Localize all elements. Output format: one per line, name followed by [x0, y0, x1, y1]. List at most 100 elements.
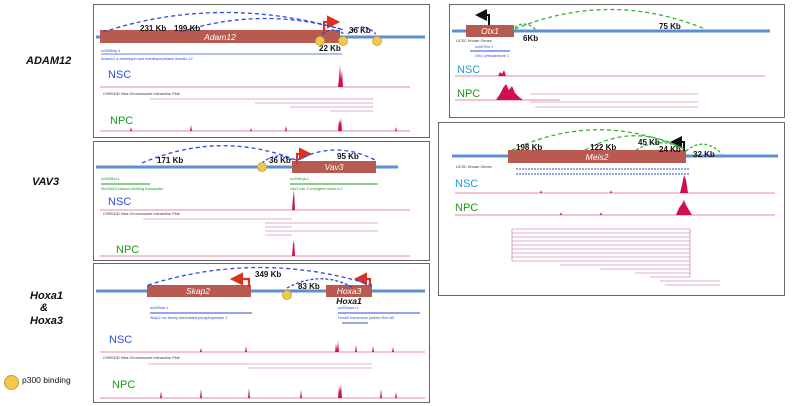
adam12-dist-22: 22 Kb [319, 44, 341, 53]
otx1-npc-label: NPC [457, 88, 480, 100]
vav3-tss-arrow-icon [295, 147, 313, 164]
hoxa-dist-83: 83 Kb [298, 282, 320, 291]
otx1-loop-6 [510, 23, 538, 32]
meis2-tss-arrow-icon [670, 136, 685, 151]
meis2-dist-24: 24 Kb [659, 145, 681, 154]
adam12-gene-label: Adam12 [203, 32, 236, 42]
otx1-panel-content: Otx1 6Kb 75 Kb UCSC Known Genes uc007ihx… [452, 8, 770, 108]
meis2-dist-198: 198 Kb [516, 143, 542, 152]
hoxa3-gene-label: Hoxa3 [337, 286, 362, 296]
label-vav3: VAV3 [32, 176, 60, 188]
otx1-track-header: UCSC Known Genes [456, 39, 492, 43]
label-hoxa3: Hoxa3 [30, 315, 64, 327]
otx1-loop-75 [514, 8, 706, 30]
hoxa-nsc-peaks [200, 341, 394, 352]
adam12-p300-dot-icon [372, 36, 382, 46]
meis2-dist-122: 122 Kb [590, 143, 616, 152]
adam12-npc-peaks [130, 118, 397, 131]
hoxa-panel-content: Skap2 Hoxa3 Hoxa1 349 Kb 83 Kb uc009azl.… [96, 266, 425, 399]
adam12-dist-36: 36 Kb [349, 26, 371, 35]
adam12-npc-label: NPC [110, 115, 133, 127]
adam12-track-id: uc009kbp.1 [101, 49, 121, 53]
adam12-loop-36 [347, 26, 377, 35]
hoxa-track2-id: uc009azm.1 [338, 306, 359, 310]
label-hoxa1: Hoxa1 [30, 290, 64, 302]
adam12-p300-dot-icon [338, 36, 348, 46]
meis2-loop-32 [685, 143, 723, 155]
adam12-dist-231: 231 Kb [140, 24, 166, 33]
meis2-loop-122 [584, 135, 685, 151]
hoxa-npc-peaks [160, 384, 397, 398]
meis2-nsc-peaks [540, 175, 688, 193]
p300-dot-icon [4, 375, 19, 390]
meis2-npc-label: NPC [455, 202, 478, 214]
otx1-dist-6: 6Kb [523, 34, 538, 43]
otx1-track1-desc: Otx1 orthodenticle 1 [475, 54, 509, 58]
meis2-panel-content: Meis2 198 Kb 122 Kb 45 Kb 24 Kb 32 Kb UC… [452, 129, 778, 286]
vav3-loop-95 [296, 149, 376, 161]
otx1-npc-peak [496, 84, 523, 100]
vav3-loop-171 [141, 145, 297, 164]
hoxa-loop-349 [147, 266, 373, 286]
adam12-p300-dot-icon [315, 36, 325, 46]
vav3-track2-desc: Vav3 vav 3 oncogene isoform 1 [290, 187, 343, 191]
meis2-gene-box [508, 150, 686, 163]
hoxa-track1-desc: Skap2 src family associated phosphoprote… [150, 316, 227, 320]
skap2-gene-box [147, 285, 251, 297]
hoxa-pets-title: CHR0430 Intra-Chromosome Interaction Pet… [103, 356, 180, 360]
meis2-track-header: UCSC Known Genes [456, 165, 492, 169]
adam12-gene-box [100, 30, 340, 43]
hoxa-track1-id: uc009azl.1 [150, 306, 168, 310]
otx1-dist-75: 75 Kb [659, 22, 681, 31]
otx1-gene-label: Otx1 [481, 26, 499, 36]
otx1-gene-box [466, 25, 514, 37]
label-adam12: ADAM12 [26, 55, 72, 67]
hoxa-dist-349: 349 Kb [255, 270, 281, 279]
vav3-nsc-peak [292, 190, 295, 210]
label-ampersand: & [40, 302, 48, 314]
hoxa3-gene-box [326, 285, 372, 297]
hoxa-p300-dot-icon [282, 290, 292, 300]
vav3-track1-id: uc009fbd.1 [101, 177, 120, 181]
panel-hoxa [93, 263, 430, 403]
otx1-nsc-label: NSC [457, 64, 480, 76]
adam12-pets-title: CHR0430 Intra-Chromosome Interaction Pet… [103, 92, 180, 96]
hoxa-loop-83 [286, 278, 353, 289]
legend-p300: p300 binding [4, 372, 94, 390]
vav3-loop-36 [261, 155, 295, 164]
otx1-nsc-peak [498, 70, 506, 76]
vav3-gene-label: Vav3 [324, 162, 343, 172]
meis2-nsc-label: NSC [455, 178, 478, 190]
adam12-dist-199: 199 Kb [174, 24, 200, 33]
hoxa-track2-desc: Hoxa3 homeobox protein Hox-A3 [338, 316, 394, 320]
vav3-dist-171: 171 Kb [157, 156, 183, 165]
adam12-nsc-peak [338, 65, 343, 87]
panel-adam12 [93, 4, 430, 138]
meis2-loop-198 [511, 129, 685, 151]
vav3-pets-title: CHR0430 Intra-Chromosome Interaction Pet… [103, 212, 180, 216]
vav3-panel-content: Vav3 171 Kb 36 Kb 95 Kb uc009fbd.1 Slc25… [96, 145, 410, 257]
vav3-gene-box [292, 161, 376, 173]
meis2-npc-peaks [560, 200, 692, 215]
vav3-track1-desc: Slc25a24 calcium-binding transporter [101, 187, 164, 191]
vav3-dist-95: 95 Kb [337, 152, 359, 161]
adam12-tss-arrow-icon [322, 15, 341, 34]
vav3-npc-peak [292, 240, 295, 256]
legend-label: p300 binding [22, 375, 71, 385]
otx1-tss-arrow-icon [475, 9, 490, 25]
adam12-loop-22 [321, 29, 345, 35]
adam12-track-desc: Adam12 a disintegrin and metallopeptidas… [101, 57, 193, 61]
meis2-loop-45 [635, 142, 685, 151]
skap2-tss-arrow-icon [229, 272, 251, 287]
meis2-gene-label: Meis2 [586, 152, 609, 162]
skap2-gene-label: Skap2 [186, 286, 210, 296]
vav3-npc-label: NPC [116, 244, 139, 256]
vav3-p300-dot-icon [257, 162, 267, 172]
meis2-pets [511, 228, 720, 286]
meis2-dist-32: 32 Kb [693, 150, 715, 159]
adam12-nsc-label: NSC [108, 69, 131, 81]
hoxa-nsc-label: NSC [109, 334, 132, 346]
vav3-nsc-label: NSC [108, 196, 131, 208]
vav3-track2-id: uc008rqb.1 [290, 177, 309, 181]
